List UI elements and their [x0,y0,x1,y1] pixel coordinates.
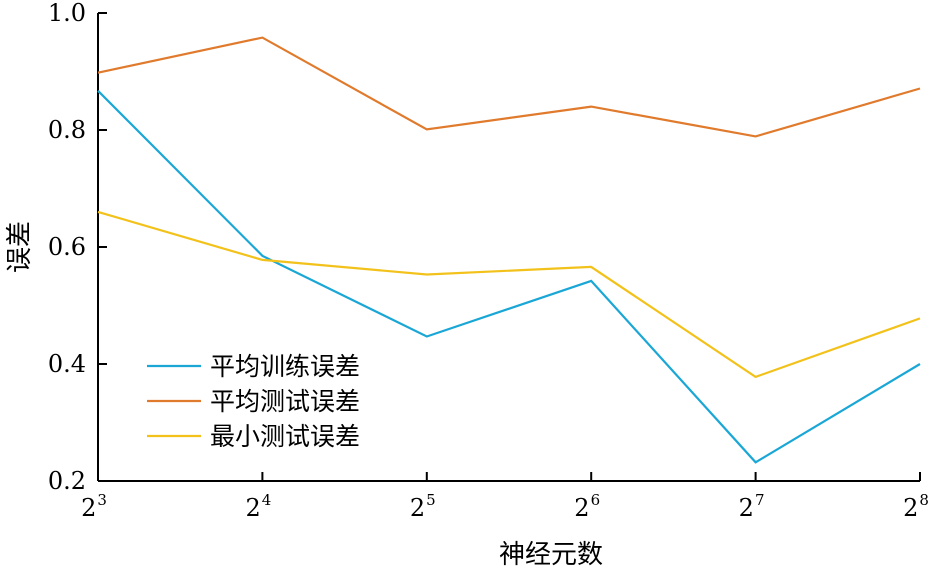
x-tick-label: 25 [410,491,436,522]
x-tick-label: 26 [574,491,600,522]
x-axis-label: 神经元数 [499,540,603,570]
x-tick-label: 23 [81,491,107,522]
y-tick-label: 0.8 [48,116,86,144]
y-axis-label: 误差 [5,221,35,273]
legend-label: 平均测试误差 [210,387,360,416]
y-tick-label: 0.6 [48,233,86,261]
y-tick-label: 0.2 [48,467,86,495]
x-tick-label: 28 [903,491,929,522]
series-line-1 [97,90,921,464]
series-line-2 [97,36,921,138]
legend-label: 最小测试误差 [210,422,360,451]
legend-label: 平均训练误差 [210,352,360,381]
y-ticks: 0.2 0.4 0.6 0.8 1.0 [48,0,107,495]
x-ticks: 23 24 25 26 27 28 [81,472,929,522]
y-tick-label: 0.4 [48,350,86,378]
series-group [97,36,921,464]
x-tick-label: 24 [245,491,271,522]
series-line-3 [97,210,921,379]
x-tick-label: 27 [739,491,765,522]
y-tick-label: 1.0 [48,0,86,27]
